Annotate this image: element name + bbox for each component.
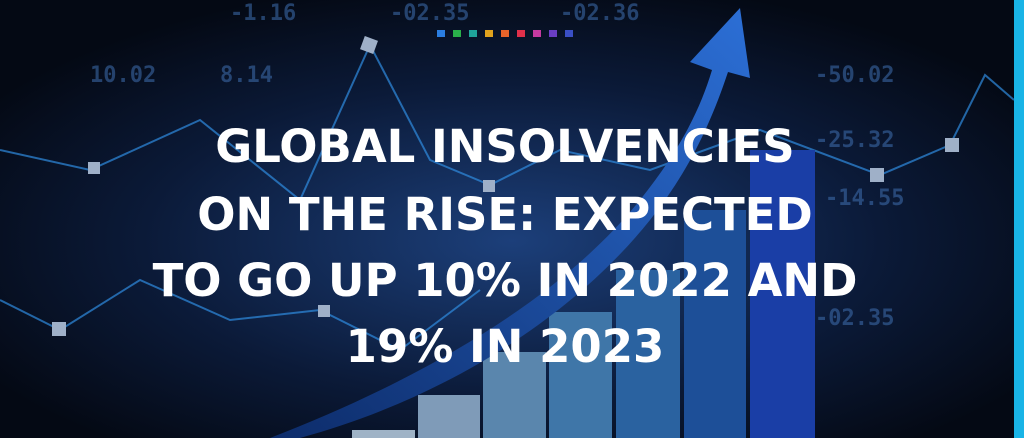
background-label: -14.55 bbox=[825, 186, 904, 211]
edge-strip bbox=[1014, 0, 1024, 438]
arrow bbox=[270, 8, 750, 438]
bars bbox=[352, 150, 815, 438]
background-label: -02.35 bbox=[390, 1, 469, 26]
background-label: -02.36 bbox=[560, 1, 639, 26]
color-dots bbox=[437, 30, 573, 37]
background-label: -02.35 bbox=[815, 306, 894, 331]
headline-line: GLOBAL INSOLVENCIES bbox=[215, 120, 794, 173]
background-label: -25.32 bbox=[815, 128, 894, 153]
background-labels: -1.16 -02.35 -02.36 10.02 8.14 -50.02 -25.32 -1… bbox=[90, 1, 904, 331]
headline-line: 19% IN 2023 bbox=[346, 320, 665, 373]
background-label: 10.02 bbox=[90, 63, 156, 88]
bg-markers bbox=[52, 36, 959, 336]
background-label: -1.16 bbox=[230, 1, 296, 26]
headline-line: ON THE RISE: EXPECTED bbox=[197, 188, 813, 241]
headline: GLOBAL INSOLVENCIES ON THE RISE: EXPECTED… bbox=[153, 120, 858, 373]
headline-line: TO GO UP 10% IN 2022 AND bbox=[153, 254, 858, 307]
background-label: -50.02 bbox=[815, 63, 894, 88]
background-label: 8.14 bbox=[220, 63, 273, 88]
